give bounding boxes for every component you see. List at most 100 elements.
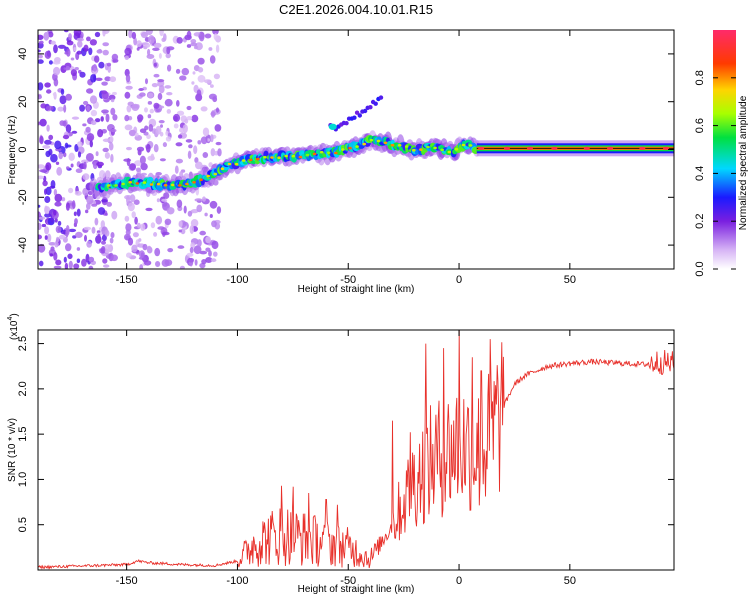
spectrogram-noise-blob: [213, 33, 218, 41]
spectrogram-noise-blob: [103, 264, 110, 268]
spectrogram-noise-blob: [193, 145, 198, 155]
spectrogram-noise-blob: [86, 202, 91, 210]
spectrogram-noise-blob: [166, 92, 173, 96]
spectrogram-noise-blob: [65, 229, 69, 238]
spectrogram-noise-blob: [155, 215, 163, 225]
spectrogram-ridge-core: [142, 181, 147, 184]
spectrogram-noise-blob: [42, 145, 51, 149]
spectrogram-noise-blob: [86, 195, 94, 205]
spectrogram-ridge-core: [199, 178, 203, 182]
spectrogram-ridge-core: [263, 155, 267, 159]
spectrogram-ridge-core: [454, 147, 459, 151]
spectrogram-noise-blob: [211, 220, 217, 228]
spectrogram-noise-blob: [74, 190, 82, 196]
spectrogram-noise-blob: [63, 104, 67, 113]
spectrogram-noise-blob: [126, 105, 132, 113]
spectrogram-noise-blob: [100, 90, 108, 95]
spectrogram-noise-blob: [124, 114, 130, 122]
spectrogram-noise-blob: [48, 134, 54, 141]
spectrogram-x-tick-label: 0: [456, 274, 462, 286]
spectrogram-noise-blob: [96, 161, 104, 167]
spectrogram-noise-blob: [44, 235, 48, 240]
spectrogram-noise-blob: [55, 236, 60, 243]
spectrogram-noise-blob: [202, 152, 209, 158]
spectrogram-ridge-core: [348, 146, 352, 150]
spectrogram-noise-blob: [187, 210, 193, 217]
spectrogram-ridge-core: [163, 183, 168, 187]
spectrogram-ridge-core: [114, 184, 118, 187]
spectrogram-noise-blob: [198, 32, 205, 42]
spectrogram-noise-blob: [128, 30, 133, 39]
spectrogram-branch-blob: [357, 113, 362, 118]
spectrogram-noise-blob: [86, 105, 91, 111]
spectrogram-noise-blob: [38, 243, 46, 253]
spectrogram-noise-blob: [153, 62, 157, 67]
spectrogram-x-tick-label: -50: [340, 274, 356, 286]
spectrogram-noise-blob: [215, 44, 220, 53]
spectrogram-noise-blob: [48, 60, 53, 65]
spectrogram-noise-blob: [197, 140, 202, 145]
spectrogram-y-tick-label: 20: [17, 96, 29, 108]
spectrogram-noise-blob: [110, 107, 116, 116]
spectrogram-noise-blob: [73, 211, 77, 217]
spectrogram-noise-blob: [202, 127, 210, 137]
spectrogram-x-tick-label: -150: [116, 274, 138, 286]
spectrogram-noise-blob: [150, 153, 155, 161]
spectrogram-noise-blob: [85, 126, 91, 133]
spectrogram-noise-blob: [53, 66, 61, 76]
spectrogram-noise-blob: [94, 31, 101, 38]
spectrogram-noise-blob: [204, 33, 212, 39]
spectrogram-noise-blob: [177, 134, 183, 139]
spectrogram-noise-blob: [110, 98, 115, 103]
spectrogram-noise-blob: [196, 89, 202, 97]
spectrogram-noise-blob: [166, 46, 175, 51]
spectrogram-noise-blob: [105, 113, 110, 123]
spectrogram-noise-blob: [190, 39, 197, 44]
spectrogram-noise-blob: [210, 110, 216, 118]
spectrogram-ridge-core: [255, 157, 260, 161]
spectrogram-noise-blob: [188, 144, 193, 149]
snr-x-tick-label: 0: [456, 575, 462, 587]
snr-x-tick-label: -50: [340, 575, 356, 587]
spectrogram-noise-blob: [214, 124, 222, 132]
spectrogram-noise-blob: [44, 50, 52, 60]
spectrogram-noise-blob: [208, 47, 213, 51]
snr-x-tick-label: 50: [564, 575, 576, 587]
spectrogram-noise-blob: [109, 136, 114, 143]
spectrogram-noise-blob: [205, 247, 211, 252]
spectrogram-noise-blob: [86, 88, 94, 94]
spectrogram-band-peak: [583, 146, 590, 150]
spectrogram-noise-blob: [154, 247, 161, 257]
spectrogram-noise-blob: [124, 91, 131, 99]
spectrogram-noise-blob: [105, 170, 111, 179]
spectrogram-noise-blob: [125, 73, 131, 83]
spectrogram-noise-blob: [177, 245, 185, 249]
spectrogram-noise-blob: [44, 226, 50, 235]
spectrogram-noise-blob: [102, 42, 109, 47]
spectrogram-noise-blob: [102, 30, 110, 35]
spectrogram-x-ticks: -150 -100 -50 0 50: [116, 30, 576, 286]
snr-series-line: [38, 330, 674, 570]
spectrogram-ridge-core: [107, 184, 111, 187]
snr-x-tick-label: -150: [116, 575, 138, 587]
spectrogram-noise-blob: [194, 157, 199, 164]
spectrogram-noise-blob: [74, 218, 78, 225]
spectrogram-ridge-core: [397, 144, 402, 147]
spectrogram-noise-blob: [110, 254, 118, 262]
spectrogram-noise-blob: [38, 222, 42, 230]
spectrogram-isolated-blob: [328, 123, 337, 130]
spectrogram-noise-blob: [175, 158, 183, 164]
spectrogram-noise-blob: [66, 48, 71, 57]
spectrogram-noise-blob: [57, 44, 66, 49]
spectrogram-noise-blob: [133, 37, 138, 46]
spectrogram-noise-blob: [204, 212, 208, 217]
spectrogram-noise-blob: [195, 161, 203, 170]
spectrogram-noise-blob: [104, 212, 108, 216]
spectrogram-ridge-core: [192, 181, 196, 184]
spectrogram-noise-blob: [186, 116, 193, 121]
spectrogram-noise-blob: [124, 55, 129, 60]
spectrogram-band-peak: [551, 146, 558, 150]
spectrogram-noise-blob: [206, 138, 211, 142]
spectrogram-ridge-core: [383, 141, 388, 145]
